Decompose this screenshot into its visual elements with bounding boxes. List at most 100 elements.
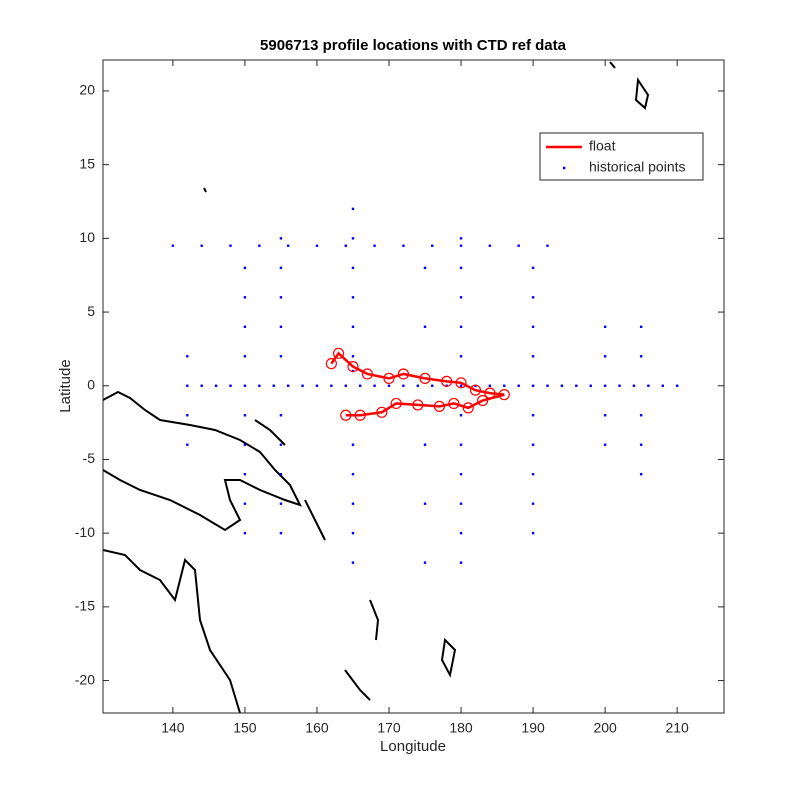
historical-point bbox=[632, 384, 636, 387]
float-profile bbox=[412, 399, 424, 411]
historical-point bbox=[459, 355, 463, 358]
historical-point bbox=[459, 296, 463, 299]
historical-point bbox=[603, 443, 607, 446]
historical-point bbox=[423, 325, 427, 329]
historical-point bbox=[416, 384, 420, 387]
axes-box bbox=[102, 59, 725, 714]
y-tick-label: -5 bbox=[83, 450, 96, 466]
historical-point bbox=[279, 325, 283, 329]
x-tick-label: 170 bbox=[377, 720, 401, 736]
plot-area bbox=[171, 207, 679, 564]
historical-point bbox=[351, 207, 355, 211]
historical-point bbox=[243, 325, 247, 329]
y-tick-label: 15 bbox=[79, 155, 95, 171]
historical-point bbox=[279, 355, 283, 358]
historical-point bbox=[531, 266, 535, 270]
y-axis-label: Latitude bbox=[57, 359, 74, 412]
historical-point bbox=[531, 384, 535, 387]
historical-point bbox=[531, 325, 535, 329]
float-profile bbox=[462, 402, 474, 414]
historical-point bbox=[531, 414, 535, 417]
historical-point bbox=[675, 384, 679, 387]
historical-point bbox=[423, 502, 427, 505]
historical-point bbox=[603, 325, 607, 329]
y-tick-label: -15 bbox=[75, 598, 95, 614]
legend bbox=[539, 132, 704, 181]
historical-point bbox=[647, 384, 650, 387]
x-tick-label: 140 bbox=[161, 720, 185, 736]
historical-point bbox=[358, 384, 362, 387]
historical-point bbox=[459, 325, 463, 329]
historical-point bbox=[459, 443, 463, 446]
historical-point bbox=[575, 384, 578, 387]
coastline bbox=[103, 390, 302, 532]
coastline bbox=[609, 61, 616, 69]
historical-point bbox=[517, 384, 520, 387]
historical-point bbox=[279, 296, 283, 299]
historical-point bbox=[639, 443, 643, 446]
historical-point bbox=[186, 443, 189, 446]
historical-point bbox=[459, 531, 463, 535]
historical-point bbox=[351, 355, 355, 358]
historical-point bbox=[351, 325, 355, 329]
historical-point bbox=[423, 561, 427, 564]
historical-point bbox=[351, 502, 355, 505]
historical-point bbox=[243, 473, 247, 476]
float-profile bbox=[455, 377, 467, 389]
y-tick-label: -10 bbox=[75, 524, 95, 540]
historical-point bbox=[243, 443, 247, 446]
historical-point bbox=[639, 325, 643, 329]
historical-point bbox=[603, 384, 607, 387]
coastline bbox=[344, 669, 371, 701]
historical-point bbox=[431, 244, 434, 247]
historical-point bbox=[459, 502, 463, 505]
historical-point bbox=[618, 384, 621, 387]
historical-point bbox=[272, 384, 275, 387]
y-tick-label: 0 bbox=[87, 376, 95, 392]
historical-point bbox=[258, 244, 261, 247]
x-tick-label: 160 bbox=[305, 720, 329, 736]
historical-point bbox=[351, 443, 355, 446]
historical-point bbox=[503, 384, 506, 387]
historical-point bbox=[459, 244, 463, 247]
float-profile bbox=[361, 368, 373, 380]
float-profile bbox=[419, 372, 431, 384]
historical-point bbox=[243, 266, 247, 270]
historical-point bbox=[330, 384, 333, 387]
float-profile bbox=[484, 387, 496, 399]
float-profile bbox=[498, 389, 510, 401]
float-profile bbox=[354, 409, 366, 421]
historical-point bbox=[531, 473, 535, 476]
historical-point bbox=[286, 244, 290, 247]
y-tick-label: 5 bbox=[87, 303, 95, 319]
historical-point bbox=[351, 531, 355, 535]
float-profile bbox=[376, 406, 388, 418]
historical-point bbox=[603, 355, 607, 358]
historical-point bbox=[488, 244, 492, 247]
historical-point bbox=[373, 384, 376, 387]
x-axis-label: Longitude bbox=[380, 738, 446, 755]
coastline bbox=[369, 599, 380, 641]
historical-point bbox=[243, 502, 247, 505]
historical-point bbox=[229, 384, 232, 387]
historical-point bbox=[488, 384, 492, 387]
historical-point bbox=[387, 384, 391, 387]
legend-label: float bbox=[589, 138, 616, 154]
historical-point bbox=[459, 237, 463, 240]
coastline bbox=[254, 419, 286, 446]
legend-swatch bbox=[563, 166, 566, 170]
float-profile bbox=[390, 397, 402, 410]
historical-point bbox=[517, 244, 520, 247]
historical-point bbox=[279, 414, 283, 417]
historical-point bbox=[344, 244, 347, 247]
float-profile bbox=[332, 347, 345, 359]
historical-point bbox=[351, 266, 355, 270]
float-profile bbox=[441, 375, 453, 387]
coastline bbox=[203, 187, 207, 193]
historical-point bbox=[243, 384, 247, 387]
float-profile bbox=[433, 400, 446, 412]
y-tick-label: -20 bbox=[75, 671, 95, 687]
float-profile bbox=[347, 361, 359, 373]
historical-point bbox=[200, 384, 203, 387]
